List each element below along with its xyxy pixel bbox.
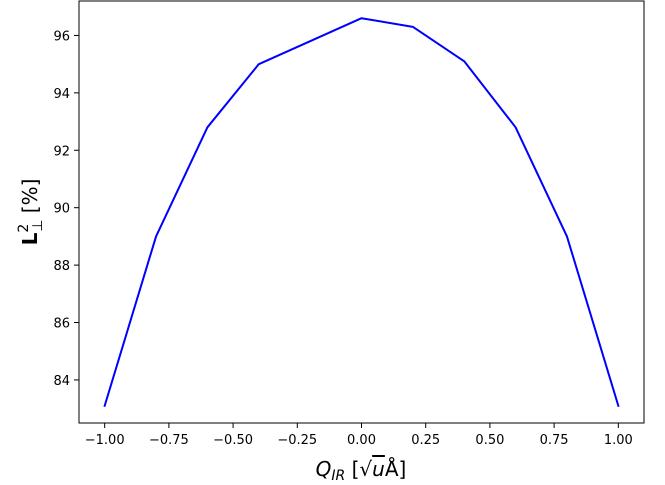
series-lines <box>103 17 620 408</box>
y-axis-label-main: L <box>18 232 42 245</box>
x-tick-label: −0.50 <box>213 433 253 448</box>
x-axis-label-units-close: Å] <box>385 457 406 481</box>
y-tick-label: 84 <box>53 374 70 389</box>
x-axis-label-main: Q <box>316 457 332 481</box>
x-axis-label-units-var: u <box>372 457 385 481</box>
y-axis-label: L2⊥ [%] <box>16 179 46 246</box>
x-tick-label: 0.75 <box>540 433 569 448</box>
x-axis-label-sub: IR <box>331 468 345 484</box>
x-tick-label: 0.50 <box>475 433 504 448</box>
y-axis-label-units: [%] <box>18 179 42 220</box>
y-tick-label: 88 <box>53 259 70 274</box>
ticks: −1.00 −0.75 −0.50 −0.25 0.00 0.25 0.50 0.75 1.00… <box>53 29 632 448</box>
x-tick-label: 0.25 <box>411 433 440 448</box>
x-axis-label: QIR [√uÅ] <box>316 457 407 484</box>
series-line <box>103 17 620 408</box>
y-tick-label: 94 <box>53 87 70 102</box>
y-tick-label: 90 <box>53 202 70 217</box>
x-tick-label: −1.00 <box>85 433 125 448</box>
y-axis-label-sub: ⊥ <box>30 220 46 232</box>
x-tick-label: −0.75 <box>149 433 189 448</box>
y-tick-label: 86 <box>53 317 70 332</box>
x-axis-label-units-open: [√ <box>345 457 372 481</box>
plot-frame <box>78 0 645 424</box>
y-axis-label-sup: 2 <box>16 224 32 233</box>
x-tick-label: 0.00 <box>347 433 376 448</box>
x-tick-label: 1.00 <box>604 433 633 448</box>
y-tick-label: 92 <box>53 144 70 159</box>
x-tick-label: −0.25 <box>277 433 317 448</box>
y-tick-label: 96 <box>53 29 70 44</box>
